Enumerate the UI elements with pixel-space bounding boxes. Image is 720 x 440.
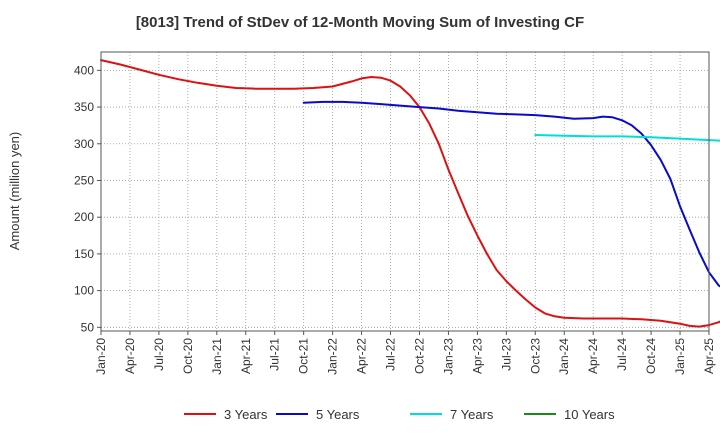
grid xyxy=(100,52,710,331)
x-tick-label: Jan-22 xyxy=(326,338,340,375)
y-tick-label: 200 xyxy=(74,210,94,224)
x-tick-label: Oct-24 xyxy=(644,338,658,374)
y-tick-label: 300 xyxy=(74,137,94,151)
x-tick-label: Jul-22 xyxy=(384,338,398,371)
series-line-1 xyxy=(100,59,720,328)
legend-label: 3 Years xyxy=(224,407,268,422)
series-line-2 xyxy=(302,100,720,288)
legend-label: 7 Years xyxy=(450,407,494,422)
x-tick-label: Jul-23 xyxy=(499,338,513,371)
x-tick-label: Jan-21 xyxy=(210,338,224,375)
series-line-3 xyxy=(534,134,720,142)
x-tick-label: Oct-21 xyxy=(297,338,311,374)
x-tick-label: Oct-22 xyxy=(412,338,426,374)
y-tick-label: 50 xyxy=(81,320,95,334)
y-tick-label: 350 xyxy=(74,100,94,114)
x-tick-label: Oct-20 xyxy=(181,338,195,374)
y-tick-label: 100 xyxy=(74,284,94,298)
y-tick-labels: 50 100 150 200 250 300 350 400 xyxy=(74,63,101,334)
x-tick-label: Jul-24 xyxy=(615,338,629,371)
plot-series xyxy=(100,59,720,328)
x-tick-label: Apr-24 xyxy=(586,338,600,374)
x-tick-label: Apr-20 xyxy=(123,338,137,374)
x-tick-label: Jan-23 xyxy=(441,338,455,375)
x-tick-label: Jan-24 xyxy=(557,338,571,375)
chart-title: [8013] Trend of StDev of 12-Month Moving… xyxy=(135,14,585,31)
x-tick-label: Apr-23 xyxy=(470,338,484,374)
legend: 3 Years 5 Years 7 Years 10 Years xyxy=(184,407,615,422)
y-tick-label: 150 xyxy=(74,247,94,261)
y-axis-title: Amount (million yen) xyxy=(7,132,22,251)
x-tick-label: Apr-22 xyxy=(355,338,369,374)
x-tick-label: Apr-25 xyxy=(702,338,716,374)
x-tick-label: Jan-25 xyxy=(673,338,687,375)
y-tick-label: 400 xyxy=(74,63,94,77)
plot-frame xyxy=(100,51,710,332)
legend-label: 5 Years xyxy=(316,407,360,422)
legend-label: 10 Years xyxy=(564,407,615,422)
x-tick-labels: Jan-20 Apr-20 Jul-20 Oct-20 Jan-21 Apr-21 Jul-… xyxy=(94,331,716,375)
x-tick-label: Apr-21 xyxy=(239,338,253,374)
x-tick-label: Jul-21 xyxy=(268,338,282,371)
x-tick-label: Jan-20 xyxy=(94,338,108,375)
x-tick-label: Oct-23 xyxy=(528,338,542,374)
x-tick-label: Jul-20 xyxy=(152,338,166,371)
y-tick-label: 250 xyxy=(74,173,94,187)
